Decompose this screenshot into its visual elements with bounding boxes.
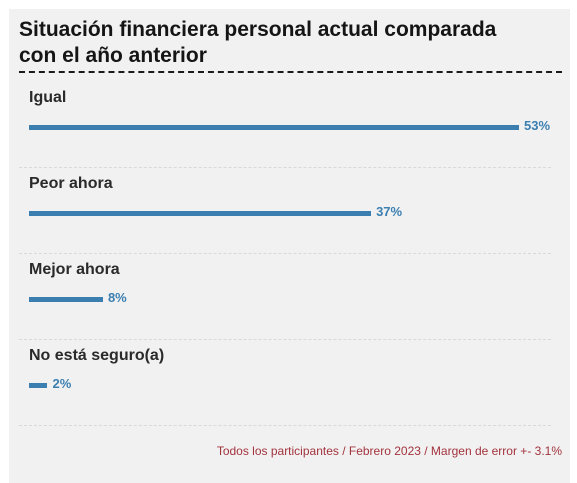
bar-value-label: 8% [107, 290, 127, 305]
category-label: No está seguro(a) [29, 347, 165, 364]
bar-value-label: 37% [376, 204, 403, 219]
category-label: Peor ahora [29, 175, 113, 192]
bar-value-label: 2% [52, 376, 72, 391]
bar-row: Mejor ahora 8% [19, 253, 551, 340]
bar-value-label: 53% [524, 118, 551, 133]
chart-title: Situación financiera personal actual com… [19, 18, 497, 67]
category-label: Mejor ahora [29, 261, 120, 278]
category-label: Igual [29, 89, 67, 106]
bar-row: No está seguro(a) 2% [19, 339, 551, 426]
bar [29, 383, 48, 388]
title-divider [19, 71, 562, 73]
chart-footer: Todos los participantes / Febrero 2023 /… [216, 444, 562, 458]
bar-row: Igual 53% [19, 81, 551, 168]
bar [29, 211, 372, 216]
bar-row: Peor ahora 37% [19, 167, 551, 254]
chart-card: Situación financiera personal actual com… [9, 9, 570, 483]
bar [29, 297, 103, 302]
bar [29, 125, 519, 130]
